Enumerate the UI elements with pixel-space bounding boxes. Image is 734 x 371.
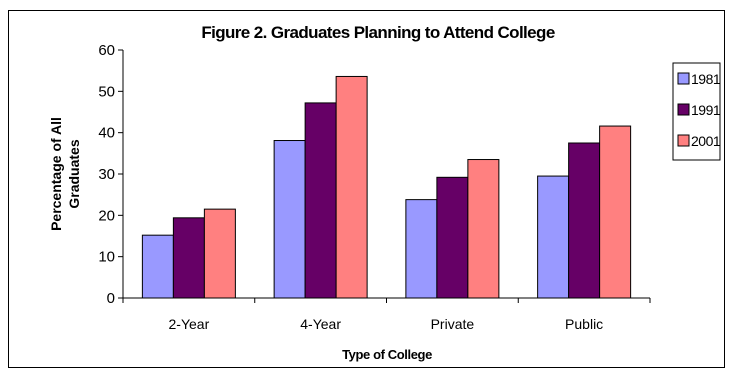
x-axis-title: Type of College xyxy=(342,347,432,362)
legend-label-1991: 1991 xyxy=(691,102,721,118)
bar-1991-4-year xyxy=(304,102,337,299)
y-axis-title-line1: Percentage of All xyxy=(48,117,64,231)
y-tick-label: 30 xyxy=(98,166,115,183)
legend-swatch-1981 xyxy=(677,72,690,85)
y-tick-label: 0 xyxy=(107,290,115,307)
y-axis-title: Percentage of All Graduates xyxy=(48,117,82,231)
chart-title: Figure 2. Graduates Planning to Attend C… xyxy=(201,23,555,42)
plot-area: 0 10 20 30 40 50 60 2-Year 4-Year Private Public xyxy=(98,42,651,332)
bar-2001-4-year xyxy=(335,75,368,299)
x-category-label: 2-Year xyxy=(169,316,210,332)
y-tick-label: 10 xyxy=(98,249,115,266)
bar-1981-2-year xyxy=(141,234,174,299)
bar-1991-public xyxy=(568,142,601,299)
legend-swatch-2001 xyxy=(677,134,690,147)
y-axis-title-line2: Graduates xyxy=(66,139,82,208)
legend-label-2001: 2001 xyxy=(691,133,721,149)
bar-2001-public xyxy=(599,125,632,299)
x-category-label: Public xyxy=(565,316,603,332)
legend: 1981 1991 2001 xyxy=(672,62,721,161)
legend-label-1981: 1981 xyxy=(691,71,721,87)
legend-swatch-1991 xyxy=(677,103,690,116)
bar-2001-private xyxy=(467,159,500,299)
y-tick-label: 40 xyxy=(98,125,115,142)
bar-2001-2-year xyxy=(203,208,236,299)
bar-1981-private xyxy=(405,199,438,299)
y-tick-label: 20 xyxy=(98,207,115,224)
x-category-label: Private xyxy=(431,316,475,332)
bar-1981-4-year xyxy=(273,140,306,299)
bar-1991-2-year xyxy=(172,217,205,299)
bar-1981-public xyxy=(537,175,570,299)
x-category-label: 4-Year xyxy=(300,316,341,332)
y-tick-label: 60 xyxy=(98,42,115,59)
bar-1991-private xyxy=(436,176,469,299)
y-tick-label: 50 xyxy=(98,83,115,100)
